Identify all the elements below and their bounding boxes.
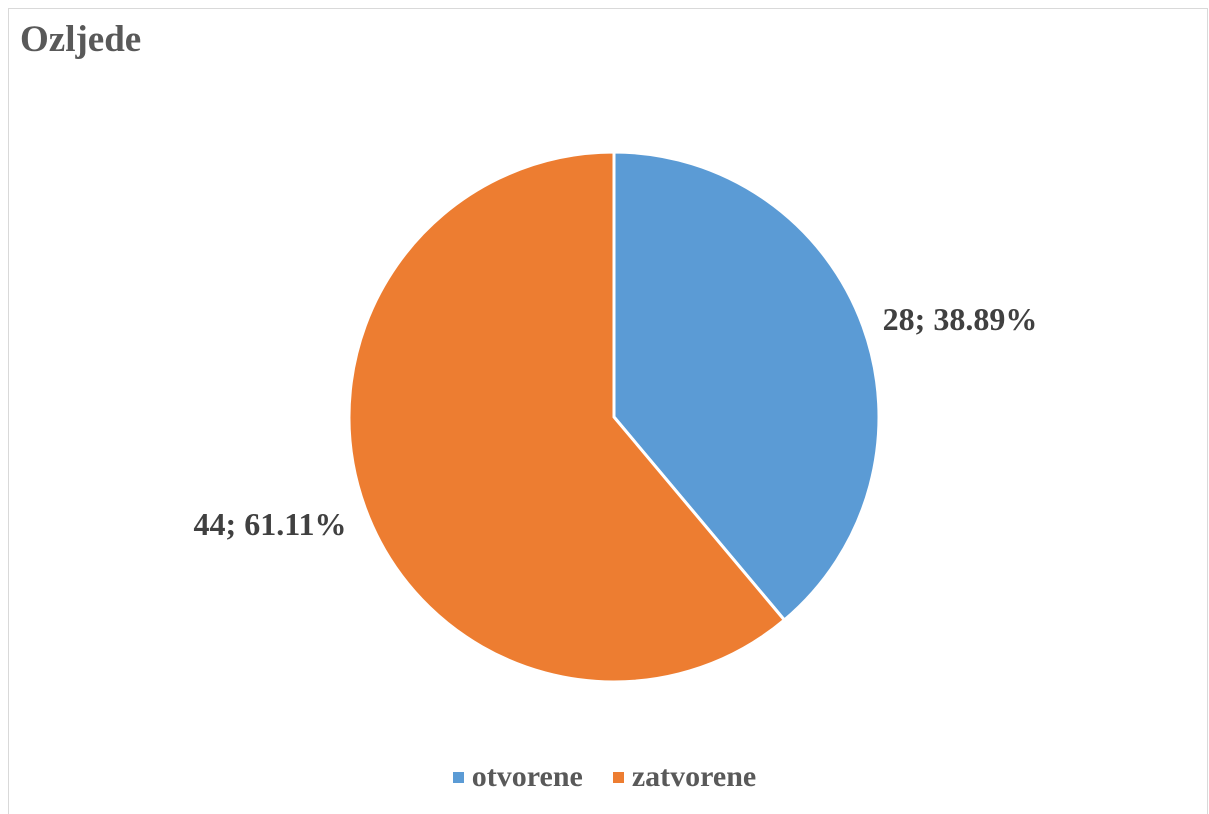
- data-label-zatvorene: 44; 61.11%: [194, 506, 347, 542]
- pie-slice-otvorene: [612, 150, 881, 623]
- data-label-otvorene: 28; 38.89%: [883, 301, 1038, 337]
- legend-item-otvorene: otvorene: [452, 760, 583, 794]
- legend-label-zatvorene: zatvorene: [631, 760, 757, 793]
- chart-frame: [8, 8, 1208, 814]
- legend-item-zatvorene: zatvorene: [612, 760, 757, 794]
- legend-swatch-zatvorene: [612, 771, 624, 783]
- pie-slice-zatvorene: [347, 150, 787, 684]
- chart-title: Ozljede: [20, 19, 142, 60]
- legend-label-otvorene: otvorene: [471, 760, 583, 793]
- chart-legend: otvorene zatvorene: [0, 760, 1209, 794]
- legend-swatch-otvorene: [452, 771, 464, 783]
